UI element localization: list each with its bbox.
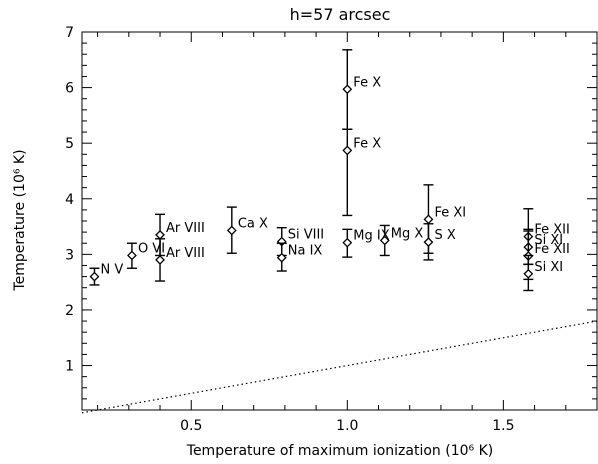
point-label: Si VIII [288,228,324,243]
point-label: Ca X [238,216,268,231]
point-label: Ar VIII [166,246,205,261]
diamond-marker [276,252,287,263]
point-label: O VI [138,241,165,256]
point-label: Fe XII [534,223,569,238]
y-tick-label: 7 [65,25,74,41]
x-tick-label: 1.5 [492,418,514,434]
diamond-marker [379,235,390,246]
axes: 0.5 1.0 1.5 1 2 3 4 5 6 7 [65,25,598,434]
point-label: N V [100,263,123,278]
plot-frame [81,31,598,411]
x-tick-label: 0.5 [180,418,202,434]
data-point: Mg X [379,224,424,257]
point-label: Fe XII [534,242,569,257]
data-point: O VI [126,241,165,269]
point-label: Si XI [534,233,563,248]
diamond-marker [155,254,165,265]
data-point: N V [89,263,123,286]
data-point: Si XI [523,254,563,292]
diamond-marker [226,225,237,236]
x-axis-title: Temperature of maximum ionization (10⁶ K… [186,443,493,459]
point-label: Mg X [391,226,424,241]
point-label: Fe X [353,75,381,90]
y-tick-label: 3 [65,247,74,263]
data-point: S X [423,223,456,261]
chart-title: h=57 arcsec [290,5,391,24]
data-point: Si VIII [276,226,324,257]
point-label: S X [434,228,455,243]
y-tick-label: 4 [65,192,74,208]
data-point: Na IX [276,242,323,272]
diamond-marker [342,145,353,156]
x-tick-label: 1.0 [336,418,358,434]
point-label: Ar VIII [166,221,205,236]
diamond-marker [342,237,353,248]
reference-line-group [81,320,598,414]
diamond-marker [423,237,434,248]
data-point: Fe X [342,128,381,217]
point-label: Fe X [353,136,381,151]
data-point: Fe X [342,49,381,130]
point-label: Na IX [288,244,323,259]
point-label: Si XI [534,260,563,275]
diamond-marker [89,271,100,282]
diamond-marker [423,214,434,225]
data-point: Ca X [226,206,268,254]
point-label: Fe XI [434,205,466,220]
y-tick-label: 2 [65,303,74,319]
data-point: Ar VIII [155,238,205,282]
diamond-marker [523,268,534,279]
diamond-marker [342,84,353,95]
diamond-marker [127,250,137,261]
y-axis-title: Temperature (10⁶ K) [12,149,28,291]
diamond-marker [155,229,165,240]
reference-line [81,320,598,414]
y-tick-label: 6 [65,81,74,97]
y-tick-label: 5 [65,136,74,152]
y-tick-label: 1 [65,359,74,375]
